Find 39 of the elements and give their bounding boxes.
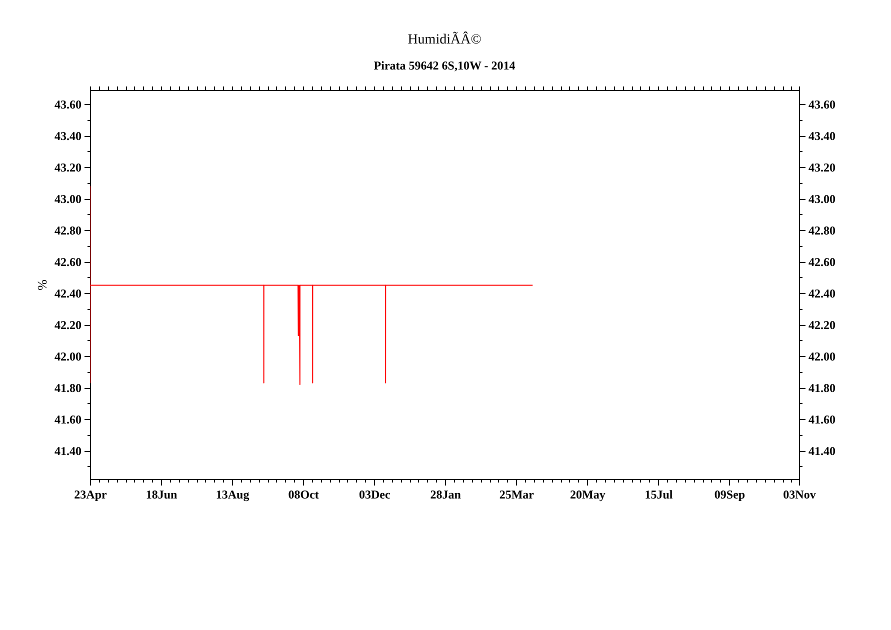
x-tick-label: 13Aug	[216, 488, 250, 502]
y-tick-label: 41.40	[54, 444, 82, 458]
y2-tick-label: 42.20	[808, 318, 836, 332]
y-tick-label: 43.40	[54, 129, 82, 144]
x-tick-label: 09Sep	[714, 488, 746, 502]
x-tick-label: 15Jul	[644, 488, 674, 502]
x-tick-label: 18Jun	[146, 488, 178, 502]
x-tick-label: 08Oct	[288, 488, 319, 502]
y-tick-label: 43.00	[54, 192, 82, 206]
y2-tick-label: 42.00	[808, 350, 836, 364]
y2-tick-label: 43.40	[808, 129, 836, 144]
y-tick-label: 41.60	[54, 412, 82, 427]
y-axis-title: %	[34, 279, 50, 290]
y-tick-label: 41.80	[54, 381, 82, 396]
x-tick-label: 20May	[570, 488, 606, 502]
y2-tick-label: 42.80	[808, 224, 836, 238]
y2-tick-label: 41.80	[808, 381, 836, 396]
line-series	[90, 186, 534, 386]
y2-tick-label: 41.40	[808, 444, 836, 458]
y2-tick-label: 43.60	[808, 98, 836, 112]
chart-title: HumidiÃÂ©	[408, 30, 482, 48]
y2-tick-label: 42.60	[808, 255, 836, 270]
y-tick-label: 43.60	[54, 98, 82, 112]
y2-tick-label: 43.20	[808, 160, 836, 175]
x-tick-label: 28Jan	[430, 488, 462, 502]
y-tick-label: 42.40	[54, 286, 82, 301]
y-tick-label: 42.00	[54, 350, 82, 364]
x-tick-label: 23Apr	[74, 488, 108, 502]
y-tick-label: 42.80	[54, 224, 82, 238]
chart-subtitle: Pirata 59642 6S,10W - 2014	[374, 58, 516, 72]
x-tick-label: 03Nov	[783, 488, 816, 502]
y2-tick-label: 43.00	[808, 192, 836, 206]
x-tick-label: 03Dec	[358, 488, 391, 502]
y-tick-label: 42.20	[54, 318, 82, 332]
y2-tick-label: 42.40	[808, 286, 836, 301]
y-tick-label: 42.60	[54, 255, 82, 270]
y2-tick-label: 41.60	[808, 412, 836, 427]
y-tick-label: 43.20	[54, 160, 82, 175]
x-tick-label: 25Mar	[499, 488, 535, 502]
